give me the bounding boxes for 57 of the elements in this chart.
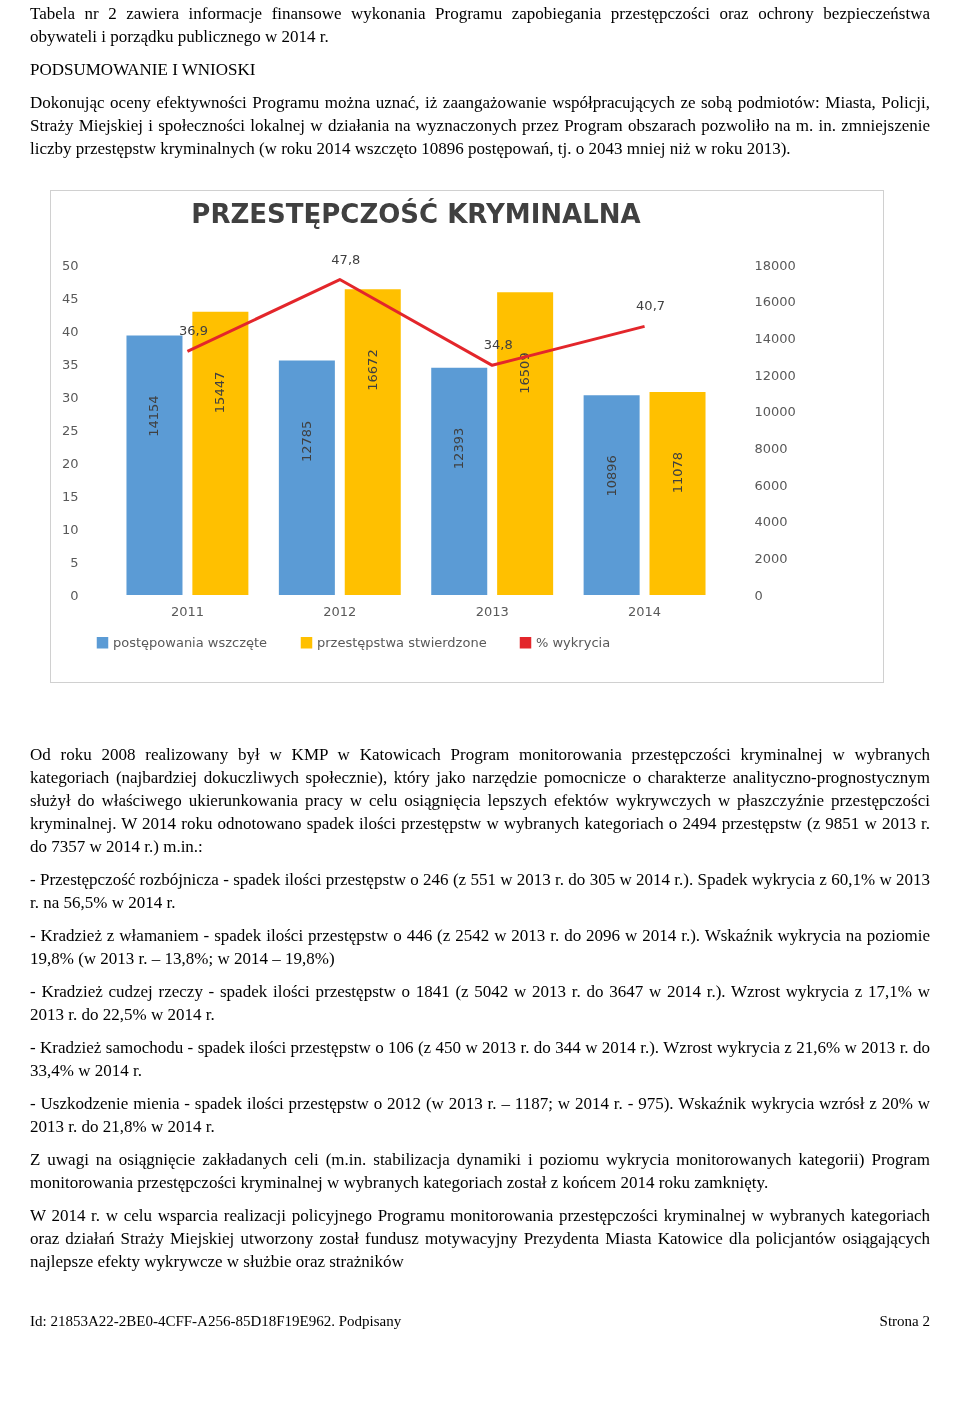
data-label: 47,8 xyxy=(331,251,361,267)
legend-label: przestępstwa stwierdzone xyxy=(317,634,487,650)
data-label: 40,7 xyxy=(636,298,666,314)
legend-label: % wykrycia xyxy=(536,634,611,650)
text: Id: 21853A22-2BE0-4CFF-A256-85D18F19E962. Podpisany xyxy=(30,1313,402,1330)
y2-tick-label: 8000 xyxy=(754,440,788,456)
data-label: 16672 xyxy=(364,349,380,391)
text: - Kradzież samochodu - spadek ilości przestępstw o 106 (z 450 w 2013 r. do 344 w 2014 r.). Wzrost wykrycia z 21,6% w 2013 r. do 33,4% w 2014 r. xyxy=(30,1037,930,1082)
y2-tick-label: 18000 xyxy=(754,257,796,273)
data-label: 12785 xyxy=(298,420,314,462)
legend-label: postępowania wszczęte xyxy=(113,634,268,650)
y-tick-label: 45 xyxy=(61,290,79,306)
text: Strona 2 xyxy=(879,1313,930,1330)
text: - Przestępczość rozbójnicza - spadek ilości przestępstw o 246 (z 551 w 2013 r. do 305 w 2014 r.). Spadek wykrycia z 60,1% w 2013 r. na 56,5% w 2014 r. xyxy=(30,869,930,914)
text: Od roku 2008 realizowany był w KMP w Katowicach Program monitorowania przestępczości kryminalnej w wybranych kategoriach (najbardziej dokuczliwych społecznie), który jako narzędzie pomocnicze o charakterze analityczno-prognostycznym służył do właściwego ukierunkowania pracy w celu osiągnięcia lepszych efektów wykrywczych w płaszczyźnie przestępczości kryminalnej. W 2014 roku odnotowano spadek ilości przestępstw w wybranych kategoriach o 2494 przestępstw (z 9851 w 2013 r. do 7357 w 2014 r.) m.in.: xyxy=(30,744,930,858)
y2-tick-label: 12000 xyxy=(754,367,796,383)
bar xyxy=(278,360,335,595)
text: - Uszkodzenie mienia - spadek ilości przestępstw o 2012 (w 2013 r. – 1187; w 2014 r. - 975). Wskaźnik wykrycia wzrósł z 20% w 2013 r. do 21,8% w 2014 r. xyxy=(30,1093,930,1138)
y-tick-label: 35 xyxy=(61,356,79,372)
y-tick-label: 40 xyxy=(61,323,79,339)
y-tick-label: 10 xyxy=(61,521,79,537)
data-label: 11078 xyxy=(669,451,685,494)
data-label: 15447 xyxy=(212,371,228,414)
text: - Kradzież cudzej rzeczy - spadek ilości przestępstw o 1841 (z 5042 w 2013 r. do 3647 w 2014 r.). Wzrost wykrycia z 17,1% w 2013 r. do 22,5% w 2014 r. xyxy=(30,981,930,1026)
x-tick-label: 2011 xyxy=(170,603,204,619)
x-tick-label: 2012 xyxy=(323,603,357,619)
data-label: 14154 xyxy=(146,395,162,437)
y-tick-label: 0 xyxy=(70,587,79,603)
data-label: 10896 xyxy=(603,455,619,497)
text: PODSUMOWANIE I WNIOSKI xyxy=(30,59,257,81)
bar xyxy=(431,367,488,595)
y2-tick-label: 4000 xyxy=(754,514,788,530)
y2-tick-label: 0 xyxy=(754,587,763,603)
y2-tick-label: 6000 xyxy=(754,477,788,493)
data-label: 12393 xyxy=(451,427,467,470)
y-tick-label: 50 xyxy=(61,257,79,273)
text: Dokonując oceny efektywności Programu można uznać, iż zaangażowanie współpracujących ze sobą podmiotów: Miasta, Policji, Straży Miejskiej i społeczności lokalnej w działania na wyznaczonych przez Program obszarach pozwoliło na m. in. zmniejszenie liczby przestępstw kryminalnych (w roku 2014 wszczęto 10896 postępowań, tj. o 2043 mniej niż w roku 2013). xyxy=(30,92,930,160)
bar xyxy=(583,395,640,595)
text: - Kradzież z włamaniem - spadek ilości przestępstw o 446 (z 2542 w 2013 r. do 2096 w 2014 r.). Wskaźnik wykrycia na poziomie 19,8% (w 2013 r. – 13,8%; w 2014 – 19,8%) xyxy=(30,925,930,970)
bar xyxy=(126,335,183,595)
y-tick-label: 25 xyxy=(61,422,79,438)
y-tick-label: 30 xyxy=(61,389,79,405)
y-tick-label: 5 xyxy=(70,554,79,570)
y2-tick-label: 10000 xyxy=(754,404,796,420)
text: Tabela nr 2 zawiera informacje finansowe wykonania Programu zapobiegania przestępczości oraz ochrony bezpieczeństwa obywateli i porządku publicznego w 2014 r. xyxy=(30,3,930,48)
x-tick-label: 2014 xyxy=(628,603,662,619)
y-tick-label: 15 xyxy=(61,488,79,504)
bar xyxy=(649,391,706,595)
text: Z uwagi na osiągnięcie zakładanych celi (m.in. stabilizacja dynamiki i poziomu wykrycia monitorowanych kategorii) Program monitorowania przestępczości kryminalnej w wybranych kategoriach został z końcem 2014 roku zamknięty. xyxy=(30,1149,930,1194)
y2-tick-label: 2000 xyxy=(754,550,788,566)
x-tick-label: 2013 xyxy=(475,603,509,619)
y-tick-label: 20 xyxy=(61,455,79,471)
y2-tick-label: 16000 xyxy=(754,294,796,310)
text: W 2014 r. w celu wsparcia realizacji policyjnego Programu monitorowania przestępczości kryminalnej w wybranych kategoriach oraz działań Straży Miejskiej utworzony został fundusz motywacyjny Prezydenta Miasta Katowice dla policjantów osiągających najlepsze efekty wykrywcze w służbie oraz strażników xyxy=(30,1205,930,1273)
bar xyxy=(344,289,401,595)
chart-title: PRZESTĘPCZOŚĆ KRYMINALNA xyxy=(191,197,641,229)
y2-tick-label: 14000 xyxy=(754,330,796,346)
